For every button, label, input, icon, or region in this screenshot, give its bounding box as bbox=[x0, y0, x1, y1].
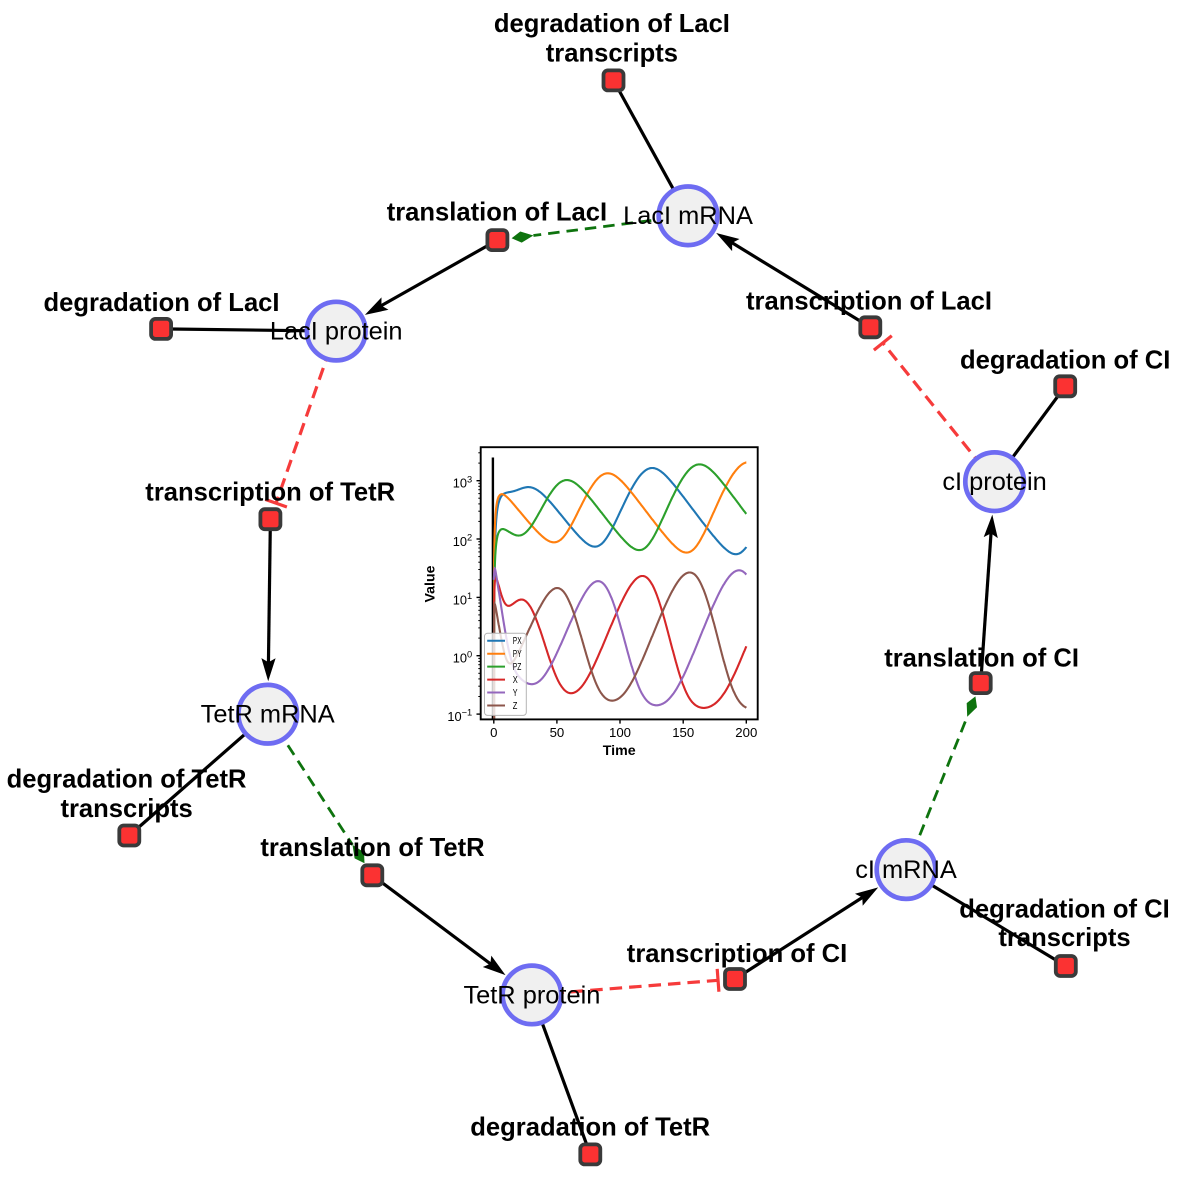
svg-text:degradation of CI: degradation of CI bbox=[960, 347, 1170, 375]
svg-text:Time: Time bbox=[603, 743, 636, 759]
svg-text:translation of TetR: translation of TetR bbox=[260, 834, 484, 862]
svg-text:10−1: 10−1 bbox=[447, 708, 472, 724]
svg-text:50: 50 bbox=[550, 725, 565, 740]
svg-text:translation of CI: translation of CI bbox=[884, 645, 1079, 673]
svg-text:X: X bbox=[513, 675, 518, 686]
svg-text:PX: PX bbox=[513, 636, 522, 647]
svg-text:degradation of TetR: degradation of TetR bbox=[7, 766, 247, 794]
svg-text:Z: Z bbox=[513, 701, 518, 712]
svg-text:LacI protein: LacI protein bbox=[270, 318, 403, 346]
svg-text:transcripts: transcripts bbox=[546, 40, 678, 68]
svg-text:Y: Y bbox=[513, 688, 518, 699]
svg-text:PZ: PZ bbox=[513, 662, 522, 673]
svg-text:degradation of TetR: degradation of TetR bbox=[470, 1114, 710, 1142]
svg-text:transcripts: transcripts bbox=[60, 795, 192, 823]
svg-text:TetR protein: TetR protein bbox=[463, 981, 600, 1009]
svg-text:101: 101 bbox=[453, 591, 472, 607]
svg-text:100: 100 bbox=[453, 649, 472, 665]
svg-text:0: 0 bbox=[490, 725, 497, 740]
svg-text:transcription of LacI: transcription of LacI bbox=[746, 288, 992, 316]
svg-text:102: 102 bbox=[453, 533, 472, 549]
svg-text:transcription of CI: transcription of CI bbox=[627, 940, 847, 968]
svg-text:PY: PY bbox=[513, 649, 522, 660]
svg-text:150: 150 bbox=[672, 725, 694, 740]
svg-text:degradation of CI: degradation of CI bbox=[959, 895, 1169, 923]
svg-text:cI protein: cI protein bbox=[942, 468, 1046, 496]
svg-text:100: 100 bbox=[609, 725, 631, 740]
svg-text:degradation of LacI: degradation of LacI bbox=[43, 289, 279, 317]
svg-text:degradation of LacI: degradation of LacI bbox=[494, 10, 730, 38]
svg-text:cI mRNA: cI mRNA bbox=[855, 856, 957, 884]
svg-text:translation of LacI: translation of LacI bbox=[387, 199, 607, 227]
svg-text:200: 200 bbox=[735, 725, 757, 740]
svg-text:TetR mRNA: TetR mRNA bbox=[201, 701, 335, 729]
svg-text:LacI mRNA: LacI mRNA bbox=[623, 202, 753, 230]
svg-text:transcription of TetR: transcription of TetR bbox=[145, 478, 395, 506]
svg-text:103: 103 bbox=[453, 474, 472, 490]
svg-text:transcripts: transcripts bbox=[998, 924, 1130, 952]
svg-text:Value: Value bbox=[423, 565, 439, 602]
